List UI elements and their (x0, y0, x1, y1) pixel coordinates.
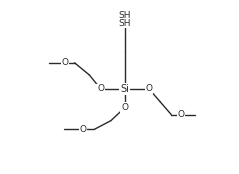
Text: SH: SH (119, 19, 131, 28)
Text: SH: SH (119, 11, 131, 20)
Text: O: O (62, 58, 69, 67)
Text: O: O (97, 84, 104, 93)
Text: Si: Si (120, 84, 129, 94)
Text: O: O (121, 103, 128, 112)
Text: O: O (177, 110, 184, 119)
Text: O: O (80, 125, 87, 134)
Text: O: O (145, 84, 152, 93)
